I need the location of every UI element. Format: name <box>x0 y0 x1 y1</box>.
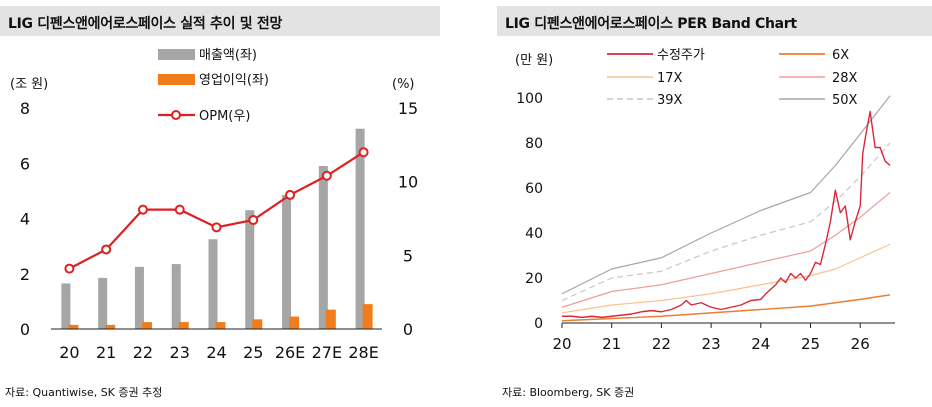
operating-profit-bar <box>289 316 300 329</box>
right-chart-svg: (만 원) 0 20 40 60 80 100 20 21 22 23 24 25 26 수정주가 6X 17X… <box>515 48 895 353</box>
opm-point <box>101 244 112 255</box>
left-y-tick-label: 0 <box>20 320 30 339</box>
legend-label: 6X <box>832 48 849 63</box>
y-tick-label: 40 <box>525 226 543 242</box>
right-y-tick-label: 0 <box>403 320 413 339</box>
opm-point <box>64 263 75 274</box>
right-source: 자료: Bloomberg, SK 증권 <box>502 386 635 399</box>
x-tick-label: 25 <box>243 343 263 362</box>
legend-label: 17X <box>657 71 683 86</box>
y-tick-label: 80 <box>525 136 543 152</box>
left-chart-title: LIG 디펜스앤에어로스페이스 실적 추이 및 전망 <box>8 16 283 32</box>
legend-sales-swatch <box>158 49 195 60</box>
x-tick-label: 27E <box>312 343 342 362</box>
legend-label: 수정주가 <box>657 48 705 63</box>
opm-point <box>137 204 148 215</box>
operating-profit-bar <box>105 324 116 329</box>
sales-bar <box>98 277 108 329</box>
left-y-tick-label: 6 <box>20 154 30 173</box>
operating-profit-bar <box>252 319 263 329</box>
x-tick-label: 23 <box>702 335 721 353</box>
right-y-tick-label: 15 <box>398 99 418 118</box>
operating-profit-bar <box>141 322 152 329</box>
right-y-tick-label: 5 <box>403 246 413 265</box>
left-y-tick-label: 4 <box>20 210 30 229</box>
right-chart-panel: LIG 디펜스앤에어로스페이스 PER Band Chart (만 원) 0 20 4… <box>497 0 932 407</box>
left-y-tick-label: 8 <box>20 99 30 118</box>
left-y-axis-unit: (조 원) <box>10 77 48 92</box>
y-tick-label: 100 <box>516 91 543 107</box>
legend-opm-label: OPM(우) <box>199 109 250 124</box>
right-y-axis-unit: (%) <box>392 77 415 92</box>
legend-operating-profit-swatch <box>158 74 195 85</box>
price-line <box>562 110 891 319</box>
per-band-line <box>561 243 891 314</box>
y-axis-unit: (만 원) <box>515 53 553 68</box>
opm-point <box>248 214 259 225</box>
x-tick-label: 21 <box>96 343 116 362</box>
sales-bar <box>318 166 328 329</box>
legend-label: 28X <box>832 71 858 86</box>
left-source: 자료: Quantiwise, SK 증권 추정 <box>5 386 163 399</box>
per-band-line <box>561 95 891 295</box>
sales-bar <box>245 210 255 329</box>
left-chart-panel: LIG 디펜스앤에어로스페이스 실적 추이 및 전망 (조 원) (%) 0 2 4 6 8… <box>0 0 440 407</box>
opm-point <box>358 147 369 158</box>
opm-point <box>285 189 296 200</box>
x-tick-label: 24 <box>206 343 226 362</box>
x-tick-label: 23 <box>170 343 190 362</box>
x-tick-label: 22 <box>133 343 153 362</box>
right-y-tick-label: 10 <box>398 173 418 192</box>
x-tick-label: 24 <box>751 335 770 353</box>
per-band-line <box>561 294 891 322</box>
legend-label: 50X <box>832 93 858 108</box>
sales-bar <box>61 283 71 329</box>
x-tick-label: 25 <box>801 335 820 353</box>
y-tick-label: 20 <box>525 271 543 287</box>
opm-point <box>174 204 185 215</box>
left-y-tick-label: 2 <box>20 265 30 284</box>
x-tick-label: 26E <box>275 343 305 362</box>
sales-bar <box>134 266 144 329</box>
operating-profit-bar <box>68 324 79 329</box>
y-tick-label: 0 <box>534 316 543 332</box>
operating-profit-bar <box>362 304 373 329</box>
sales-bar <box>208 239 218 329</box>
per-band-line <box>561 192 891 308</box>
sales-bar <box>355 128 365 329</box>
y-tick-label: 60 <box>525 181 543 197</box>
right-chart-title: LIG 디펜스앤에어로스페이스 PER Band Chart <box>505 16 797 32</box>
opm-point <box>321 170 332 181</box>
x-tick-label: 28E <box>348 343 378 362</box>
x-tick-label: 22 <box>652 335 671 353</box>
operating-profit-bar <box>178 322 189 329</box>
operating-profit-bar <box>215 322 226 329</box>
per-band-line <box>561 142 891 302</box>
legend-operating-profit-label: 영업이익(좌) <box>199 73 269 88</box>
x-tick-label: 20 <box>59 343 79 362</box>
opm-point <box>211 222 222 233</box>
right-title-bar: LIG 디펜스앤에어로스페이스 PER Band Chart <box>497 6 932 36</box>
legend-label: 39X <box>657 93 683 108</box>
operating-profit-bar <box>325 309 336 329</box>
sales-bar <box>282 195 292 329</box>
legend-sales-label: 매출액(좌) <box>199 48 257 63</box>
x-tick-label: 26 <box>851 335 870 353</box>
x-tick-label: 20 <box>552 335 571 353</box>
x-tick-label: 21 <box>602 335 621 353</box>
sales-bar <box>171 264 181 329</box>
legend-opm-marker <box>171 110 181 120</box>
left-title-bar: LIG 디펜스앤에어로스페이스 실적 추이 및 전망 <box>0 6 440 36</box>
